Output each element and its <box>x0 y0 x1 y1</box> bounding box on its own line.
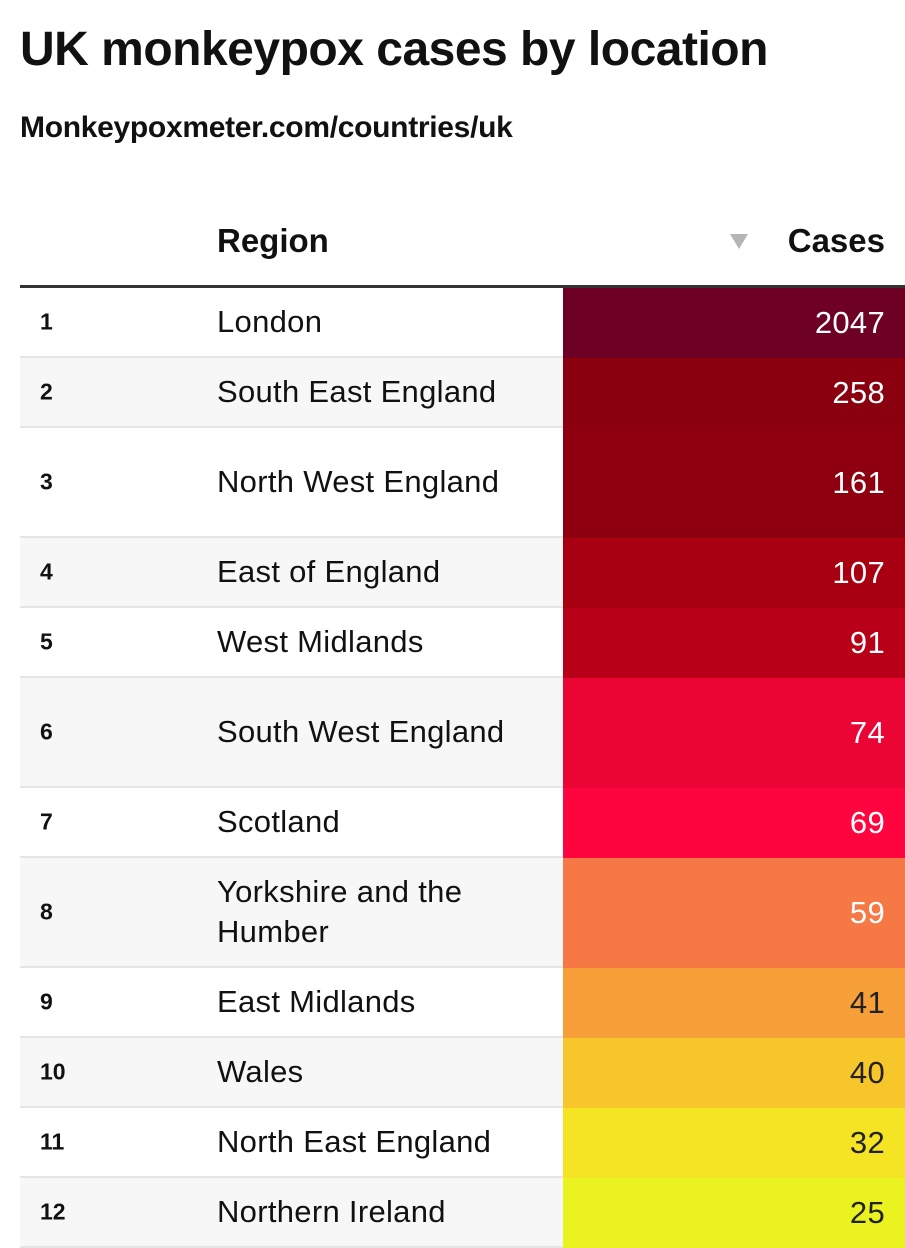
cases-value: 74 <box>849 715 885 750</box>
table-row: 11 North East England 32 <box>20 1108 905 1178</box>
table-row: 9 East Midlands 41 <box>20 968 905 1038</box>
cases-value: 69 <box>849 805 885 840</box>
cases-value: 40 <box>849 1055 885 1090</box>
row-rank: 3 <box>40 468 53 495</box>
cases-value: 32 <box>849 1125 885 1160</box>
table-row: 7 Scotland 69 <box>20 788 905 858</box>
row-region: South East England <box>217 374 497 409</box>
cases-table: Region Cases 1 London 2047 2 South East Engl… <box>20 200 905 1248</box>
table-body: 1 London 2047 2 South East England 258 3 North … <box>20 288 905 1248</box>
cases-cell: 2047 <box>563 288 905 358</box>
table-row: 4 East of England 107 <box>20 538 905 608</box>
row-rank: 6 <box>40 718 53 745</box>
row-rank: 12 <box>40 1198 66 1225</box>
sort-descending-icon[interactable] <box>730 234 748 249</box>
row-region: Scotland <box>217 804 341 839</box>
row-region: North West England <box>217 464 500 499</box>
row-region: Wales <box>217 1054 304 1089</box>
row-rank: 8 <box>40 898 53 925</box>
row-region: South West England <box>217 714 505 749</box>
table-row: 1 London 2047 <box>20 288 905 358</box>
cases-cell: 25 <box>563 1178 905 1248</box>
table-row: 8 Yorkshire and the Humber 59 <box>20 858 905 968</box>
row-rank: 4 <box>40 558 53 585</box>
row-region: Northern Ireland <box>217 1194 446 1229</box>
row-region: East of England <box>217 554 441 589</box>
table-row: 3 North West England 161 <box>20 428 905 538</box>
cases-value: 25 <box>849 1195 885 1230</box>
table-row: 6 South West England 74 <box>20 678 905 788</box>
cases-cell: 41 <box>563 968 905 1038</box>
cases-cell: 74 <box>563 678 905 788</box>
cases-cell: 40 <box>563 1038 905 1108</box>
row-rank: 10 <box>40 1058 66 1085</box>
cases-cell: 69 <box>563 788 905 858</box>
table-header: Region Cases <box>20 200 905 288</box>
table-row: 5 West Midlands 91 <box>20 608 905 678</box>
row-rank: 5 <box>40 628 53 655</box>
cases-cell: 59 <box>563 858 905 968</box>
row-rank: 9 <box>40 988 53 1015</box>
row-rank: 1 <box>40 308 53 335</box>
cases-column-header[interactable]: Cases <box>787 222 885 259</box>
cases-cell: 91 <box>563 608 905 678</box>
cases-value: 59 <box>849 895 885 930</box>
cases-value: 2047 <box>814 305 885 340</box>
cases-cell: 107 <box>563 538 905 608</box>
cases-value: 41 <box>849 985 885 1020</box>
table-row: 10 Wales 40 <box>20 1038 905 1108</box>
row-region: West Midlands <box>217 624 424 659</box>
row-region: North East England <box>217 1124 492 1159</box>
row-region: East Midlands <box>217 984 416 1019</box>
cases-cell: 161 <box>563 428 905 538</box>
region-column-header[interactable]: Region <box>217 222 329 259</box>
cases-value: 258 <box>832 375 885 410</box>
table-row: 12 Northern Ireland 25 <box>20 1178 905 1248</box>
page-title: UK monkeypox cases by location <box>20 23 768 76</box>
cases-cell: 32 <box>563 1108 905 1178</box>
cases-value: 91 <box>849 625 885 660</box>
row-rank: 7 <box>40 808 53 835</box>
cases-value: 161 <box>832 465 885 500</box>
row-region: Yorkshire and the Humber <box>217 874 463 949</box>
cases-cell: 258 <box>563 358 905 428</box>
source-link[interactable]: Monkeypoxmeter.com/countries/uk <box>20 111 513 144</box>
row-region: London <box>217 304 323 339</box>
row-rank: 2 <box>40 378 53 405</box>
row-rank: 11 <box>40 1128 65 1155</box>
table-row: 2 South East England 258 <box>20 358 905 428</box>
cases-value: 107 <box>832 555 885 590</box>
